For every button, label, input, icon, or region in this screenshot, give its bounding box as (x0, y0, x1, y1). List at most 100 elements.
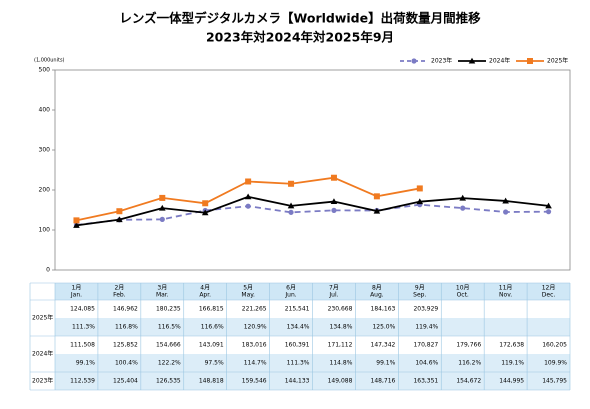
x-tick-label: 7月 (329, 285, 339, 292)
value-label: 149,088 (328, 378, 353, 385)
value-label: 145,795 (542, 378, 567, 385)
ratio-label: 120.9% (244, 324, 267, 331)
marker (73, 217, 80, 224)
value-label: 172,638 (499, 342, 524, 349)
value-label: 148,818 (199, 378, 224, 385)
marker (288, 209, 294, 215)
ratio-label: 122.2% (158, 360, 181, 367)
marker (116, 216, 123, 223)
value-label: 125,404 (113, 378, 138, 385)
ratio-label: 109.9% (544, 360, 567, 367)
x-tick-label-en: Sep. (413, 292, 426, 299)
value-label: 180,235 (156, 306, 181, 313)
x-tick-label: 8月 (372, 285, 382, 292)
x-tick-label: 2月 (114, 285, 124, 292)
x-tick-label-en: Jun. (284, 292, 296, 299)
value-label: 179,766 (456, 342, 481, 349)
value-label: 166,815 (199, 306, 224, 313)
legend-marker (411, 58, 417, 64)
value-label: 125,852 (113, 342, 138, 349)
legend-label: 2025年 (547, 57, 568, 65)
ratio-label: 134.4% (287, 324, 310, 331)
ratio-label: 116.8% (115, 324, 138, 331)
marker (244, 193, 252, 200)
ratio-label: 111.3% (287, 360, 310, 367)
value-label: 230,668 (328, 306, 353, 313)
marker (330, 198, 338, 205)
value-label: 144,995 (499, 378, 524, 385)
x-tick-label: 6月 (286, 285, 296, 292)
y-tick-label: 100 (39, 227, 51, 234)
legend-label: 2023年 (431, 57, 452, 65)
legend-marker (468, 57, 476, 64)
ratio-label: 125.0% (372, 324, 395, 331)
ratio-label: 104.6% (415, 360, 438, 367)
y-tick-label: 500 (39, 67, 51, 74)
value-label: 154,672 (456, 378, 481, 385)
ratio-label: 119.4% (415, 324, 438, 331)
y-tick-label: 300 (39, 147, 51, 154)
x-tick-label: 11月 (499, 285, 513, 292)
marker (502, 197, 509, 204)
x-tick-label: 4月 (200, 285, 210, 292)
value-label: 124,085 (70, 306, 95, 313)
value-label: 143,091 (199, 342, 224, 349)
value-label: 112,539 (70, 378, 95, 385)
x-tick-label: 5月 (243, 285, 253, 292)
row-label: 2025年 (32, 314, 53, 322)
row-label: 2024年 (32, 350, 53, 358)
x-tick-label-en: Mar. (156, 292, 169, 299)
x-tick-label-en: Feb. (113, 292, 126, 299)
marker (503, 209, 509, 215)
ratio-label: 99.1% (76, 360, 95, 367)
value-label: 147,342 (371, 342, 396, 349)
plot-area (54, 69, 571, 271)
marker (330, 174, 337, 181)
x-tick-label-en: Oct. (457, 292, 469, 299)
legend-label: 2024年 (489, 57, 510, 65)
chart-title: レンズ一体型デジタルカメラ【Worldwide】出荷数量月間推移 (119, 11, 481, 26)
x-tick-label-en: Dec. (542, 292, 556, 299)
value-label: 215,541 (285, 306, 310, 313)
value-label: 160,205 (542, 342, 567, 349)
marker (459, 194, 467, 201)
ratio-label: 134.8% (330, 324, 353, 331)
marker (245, 178, 252, 185)
value-label: 170,827 (413, 342, 438, 349)
marker (202, 200, 209, 207)
value-label: 111,508 (70, 342, 95, 349)
marker (116, 208, 123, 215)
value-label: 146,962 (113, 306, 138, 313)
legend-marker (527, 58, 533, 64)
value-label: 184,163 (371, 306, 396, 313)
value-label: 203,929 (413, 306, 438, 313)
value-label: 171,112 (328, 342, 353, 349)
marker (159, 194, 166, 201)
x-tick-label-en: Aug. (370, 292, 384, 299)
x-tick-label-en: Apr. (199, 292, 211, 299)
marker (416, 198, 424, 205)
marker (545, 202, 552, 209)
marker (245, 203, 251, 209)
x-tick-label: 1月 (72, 285, 82, 292)
ratio-label: 116.6% (201, 324, 224, 331)
chart-subtitle: 2023年対2024年対2025年9月 (206, 30, 394, 45)
value-label: 163,351 (413, 378, 438, 385)
marker (158, 204, 166, 211)
x-tick-label: 3月 (157, 285, 167, 292)
value-label: 221,265 (242, 306, 267, 313)
ratio-label: 116.2% (458, 360, 481, 367)
marker (545, 209, 552, 215)
x-tick-label-en: Jul. (328, 292, 338, 299)
x-tick-label: 9月 (415, 285, 425, 292)
row-label: 2023年 (32, 377, 53, 385)
marker (73, 222, 80, 228)
x-tick-label: 12月 (542, 285, 556, 292)
marker (201, 209, 209, 216)
value-label: 159,546 (242, 378, 267, 385)
ratio-label: 116.5% (158, 324, 181, 331)
value-label: 148,716 (371, 378, 396, 385)
marker (287, 202, 295, 209)
marker (373, 193, 380, 200)
